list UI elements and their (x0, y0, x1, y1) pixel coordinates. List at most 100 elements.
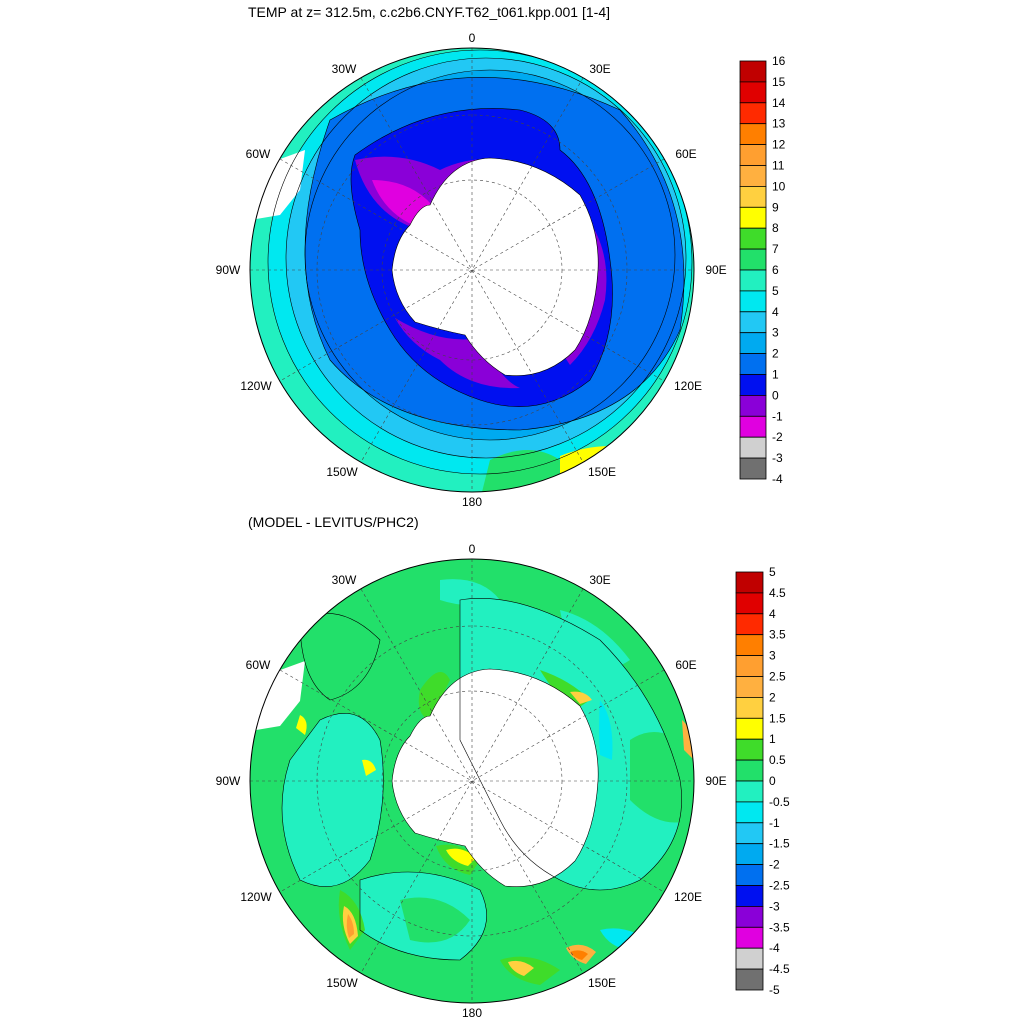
top-lon-label-120w: 120W (240, 379, 272, 393)
top-lon-label-30e: 30E (589, 62, 610, 76)
bottom-lon-label-120e: 120E (674, 890, 702, 904)
top-colorbar-label: 11 (772, 159, 785, 173)
bottom-colorbar-swatch (735, 613, 764, 636)
bottom-colorbar-swatch (735, 968, 764, 991)
top-colorbar-label: 15 (772, 75, 786, 89)
top-lon-label-150w: 150W (326, 465, 358, 479)
bottom-colorbar-label: -1.5 (769, 837, 790, 851)
top-lon-label-180: 180 (462, 495, 482, 509)
bottom-colorbar-swatch (735, 592, 764, 615)
top-colorbar-swatch (739, 269, 767, 292)
bottom-lon-label-60e: 60E (675, 658, 696, 672)
bottom-colorbar-swatch (735, 571, 764, 594)
bottom-colorbar-label: -2.5 (769, 879, 790, 893)
bottom-lon-label-90e: 90E (705, 774, 726, 788)
top-colorbar-label: 6 (772, 263, 779, 277)
bottom-colorbar-label: 2 (769, 690, 776, 704)
top-colorbar-label: -4 (772, 472, 783, 486)
bottom-lon-label-150e: 150E (588, 976, 616, 990)
top-colorbar-swatch (739, 60, 767, 83)
bottom-colorbar-swatch (735, 634, 764, 657)
bottom-lon-label-120w: 120W (240, 890, 272, 904)
bottom-colorbar-swatch (735, 926, 764, 949)
bottom-colorbar-label: -4.5 (769, 962, 790, 976)
bottom-colorbar-label: -0.5 (769, 795, 790, 809)
bottom-colorbar-label: -1 (769, 816, 780, 830)
bottom-map-title: (MODEL - LEVITUS/PHC2) (248, 514, 419, 530)
bottom-colorbar-swatch (735, 697, 764, 719)
bottom-colorbar-swatch (735, 676, 764, 698)
top-colorbar-label: 13 (772, 117, 786, 131)
top-colorbar-swatch (739, 394, 767, 417)
top-colorbar-label: 7 (772, 242, 779, 256)
bottom-polar-map: 0 30E 60E 90E 120E 150E 180 150W 120W 90… (216, 542, 790, 1020)
top-colorbar-swatch (739, 165, 767, 187)
top-colorbar-label: -1 (772, 409, 783, 423)
top-lon-label-90e: 90E (705, 263, 726, 277)
bottom-lon-label-150w: 150W (326, 976, 358, 990)
bottom-colorbar-label: 4 (769, 607, 776, 621)
top-colorbar-swatch (739, 457, 767, 480)
bottom-colorbar-swatch (735, 759, 764, 782)
top-colorbar-label: 3 (772, 326, 779, 340)
bottom-colorbar-label: -4 (769, 941, 780, 955)
top-colorbar-swatch (739, 374, 767, 396)
bottom-lon-label-90w: 90W (216, 774, 241, 788)
top-lon-label-60w: 60W (246, 147, 271, 161)
top-lon-label-0: 0 (469, 31, 476, 45)
top-lon-label-30w: 30W (332, 62, 357, 76)
bottom-colorbar-label: -3 (769, 899, 780, 913)
top-colorbar-label: 9 (772, 200, 779, 214)
bottom-colorbar-swatch (735, 717, 764, 740)
top-colorbar-label: 0 (772, 388, 779, 402)
top-colorbar-label: 14 (772, 96, 786, 110)
top-colorbar-label: 10 (772, 179, 786, 193)
top-colorbar-swatch (739, 332, 767, 355)
bottom-lon-label-180: 180 (462, 1006, 482, 1020)
top-colorbar-label: 5 (772, 284, 779, 298)
top-map-fill (250, 48, 694, 492)
top-colorbar-swatch (739, 81, 767, 104)
top-colorbar-label: 16 (772, 54, 786, 68)
top-colorbar-swatch (739, 144, 767, 166)
top-colorbar-swatch (739, 227, 767, 250)
top-colorbar-swatch (739, 353, 767, 375)
bottom-colorbar-label: -2 (769, 858, 780, 872)
top-polar-map: 0 30E 60E 90E 120E 150E 180 150W 120W 90… (216, 31, 786, 509)
top-colorbar-label: -2 (772, 430, 783, 444)
top-colorbar-label: 2 (772, 347, 779, 361)
top-colorbar-swatch (739, 248, 767, 271)
top-colorbar-label: 8 (772, 221, 779, 235)
bottom-colorbar-label: 3.5 (769, 628, 786, 642)
top-map-title: TEMP at z= 312.5m, c.c2b6.CNYF.T62_t061.… (248, 4, 610, 20)
bottom-colorbar-label: 1.5 (769, 711, 786, 725)
bottom-colorbar-swatch (735, 906, 764, 928)
bottom-colorbar: 5 4.5 4 3.5 3 2.5 2 1.5 1 0.5 0 -0.5 -1 -1.5 -2 -2.5 -3 -… (735, 565, 790, 997)
bottom-lon-label-60w: 60W (246, 658, 271, 672)
top-lon-label-90w: 90W (216, 263, 241, 277)
bottom-colorbar-label: 0 (769, 774, 776, 788)
top-colorbar-swatch (739, 123, 767, 145)
bottom-colorbar-label: -5 (769, 983, 780, 997)
top-colorbar-label: -3 (772, 451, 783, 465)
top-colorbar-swatch (739, 206, 767, 229)
top-colorbar-swatch (739, 102, 767, 125)
top-lon-label-150e: 150E (588, 465, 616, 479)
bottom-colorbar-label: 5 (769, 565, 776, 579)
bottom-colorbar-label: 1 (769, 732, 776, 746)
bottom-colorbar-swatch (735, 843, 764, 866)
bottom-colorbar-swatch (735, 655, 764, 677)
bottom-colorbar-swatch (735, 885, 764, 907)
bottom-colorbar-swatch (735, 947, 764, 970)
bottom-colorbar-swatch (735, 738, 764, 761)
bottom-colorbar-swatch (735, 780, 764, 803)
bottom-colorbar-swatch (735, 822, 764, 845)
top-colorbar-label: 4 (772, 305, 779, 319)
top-colorbar-label: 12 (772, 138, 786, 152)
bottom-colorbar-swatch (735, 864, 764, 886)
bottom-colorbar-label: -3.5 (769, 920, 790, 934)
top-lon-label-120e: 120E (674, 379, 702, 393)
bottom-lon-label-30e: 30E (589, 573, 610, 587)
top-colorbar-swatch (739, 290, 767, 313)
